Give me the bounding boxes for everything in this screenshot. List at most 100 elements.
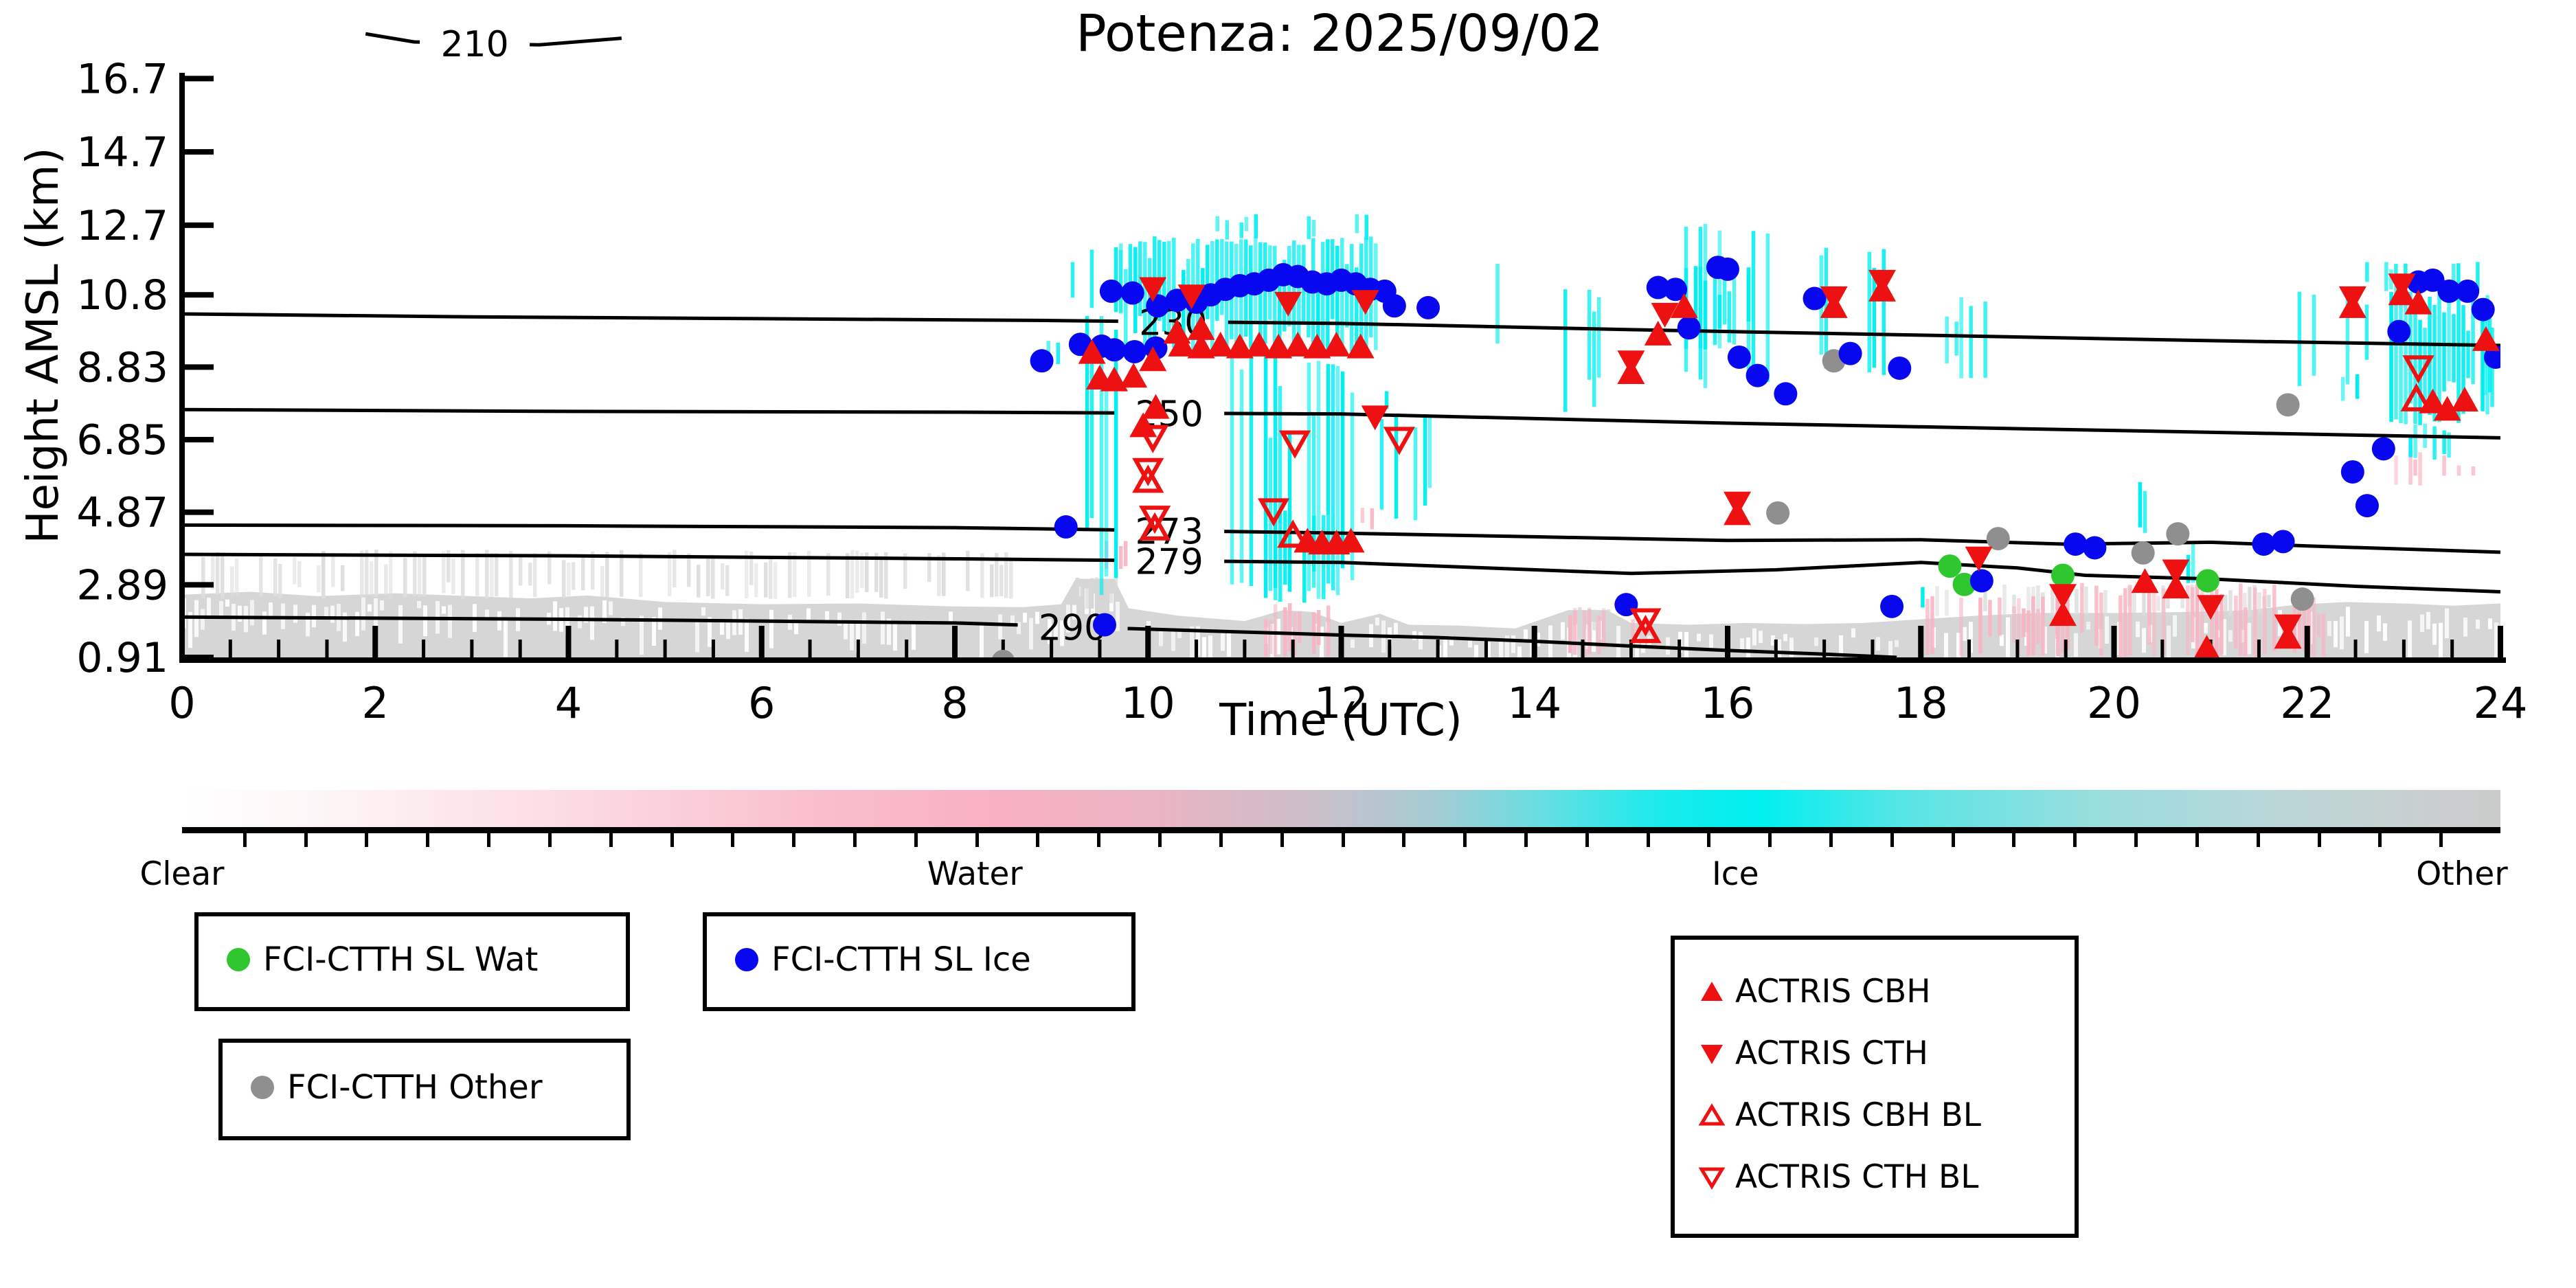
- scatter-point: [1138, 512, 1171, 541]
- colorbar-tick: [1951, 833, 1955, 847]
- colorbar-tick: [487, 833, 491, 847]
- x-tick-major: [1145, 626, 1151, 657]
- y-tick-label: 0.91: [76, 634, 168, 682]
- scatter-point: [1099, 279, 1123, 303]
- scatter-point: [1986, 527, 2010, 551]
- scatter-point: [1139, 277, 1167, 302]
- scatter-point: [2197, 595, 2225, 620]
- legend-box-actris: ACTRIS CBH ACTRIS CTH ACTRIS CBH BL ACTR…: [1671, 936, 2079, 1238]
- x-tick-minor: [2353, 640, 2358, 657]
- x-tick-minor: [470, 640, 474, 657]
- x-tick-major: [179, 626, 185, 657]
- x-tick-minor: [1001, 640, 1005, 657]
- x-tick-label: 24: [2474, 678, 2528, 728]
- scatter-point: [1820, 286, 1848, 311]
- scatter-point: [1617, 350, 1645, 376]
- scatter-point: [1952, 572, 1976, 596]
- contour-line-290: [182, 615, 1018, 627]
- y-tick-label: 8.83: [76, 343, 168, 392]
- x-tick-minor: [711, 640, 715, 657]
- scatter-point: [2195, 569, 2219, 593]
- colorbar-tick: [1036, 833, 1040, 847]
- legend-label: FCI-CTTH SL Ice: [771, 940, 1031, 979]
- scatter-point: [2483, 345, 2500, 369]
- y-tick: [182, 222, 214, 228]
- y-tick: [182, 655, 214, 660]
- colorbar-tick: [242, 833, 247, 847]
- scatter-point: [1303, 333, 1331, 359]
- red-triangle-down-icon: [1701, 1044, 1723, 1064]
- scatter-point: [1351, 290, 1379, 315]
- contour-line-210: [365, 32, 420, 44]
- plot-area: 21023025027327929016.714.712.710.88.836.…: [76, 27, 2528, 728]
- colorbar: Clear Water Ice Other: [140, 790, 2508, 893]
- scatter-point: [2290, 587, 2314, 611]
- scatter-point: [1868, 269, 1896, 295]
- colorbar-tick: [2256, 833, 2260, 847]
- y-tick: [182, 292, 214, 298]
- scatter-point: [2340, 460, 2364, 484]
- x-tick-minor: [2015, 640, 2020, 657]
- scatter-point: [1245, 331, 1273, 357]
- colorbar-tick: [2012, 833, 2016, 847]
- scatter-point: [2402, 355, 2434, 384]
- x-tick-label: 22: [2280, 678, 2334, 728]
- colorbar-tick: [2073, 833, 2077, 847]
- scatter-point: [1416, 295, 1440, 319]
- scatter-point: [1938, 554, 1962, 578]
- colorbar-tick: [792, 833, 796, 847]
- x-tick-major: [1531, 626, 1537, 657]
- scatter-point: [1969, 569, 1993, 593]
- red-open-triangle-down-icon: [1698, 1167, 1726, 1190]
- x-tick-minor: [2064, 640, 2068, 657]
- scatter-point: [1629, 608, 1662, 637]
- x-tick-minor: [615, 640, 619, 657]
- colorbar-tick: [1646, 833, 1650, 847]
- x-tick-label: 18: [1894, 678, 1948, 728]
- scatter-point: [2388, 273, 2416, 299]
- scatter-point: [1383, 427, 1416, 455]
- x-tick-minor: [2450, 640, 2454, 657]
- colorbar-tick: [1097, 833, 1101, 847]
- scatter-point: [2048, 601, 2077, 626]
- y-tick-label: 16.7: [76, 55, 168, 103]
- scatter-point: [2276, 393, 2300, 417]
- scatter-point: [1766, 501, 1790, 525]
- legend-item-actris-cth: ACTRIS CTH: [1698, 1035, 1928, 1072]
- scatter-point: [1274, 291, 1302, 317]
- legend-label: ACTRIS CBH: [1735, 973, 1931, 1010]
- legend-label: FCI-CTTH Other: [287, 1068, 543, 1107]
- scatter-point: [1361, 405, 1389, 431]
- x-tick-minor: [1243, 640, 1247, 657]
- scatter-point: [2194, 635, 2219, 657]
- scatter-point: [1745, 363, 1770, 387]
- scatter-point: [2471, 297, 2495, 321]
- legend-box-fci-other: FCI-CTTH Other: [218, 1039, 631, 1140]
- y-axis-title: Height AMSL (km): [18, 147, 69, 544]
- scatter-point: [2271, 530, 2295, 554]
- legend-label: ACTRIS CBH BL: [1735, 1096, 1981, 1134]
- scatter-point: [1129, 412, 1157, 438]
- x-tick-minor: [1774, 640, 1778, 657]
- scatter-point: [2131, 568, 2159, 594]
- scatter-point: [1803, 286, 1827, 310]
- red-triangle-up-icon: [1701, 981, 1723, 1001]
- x-tick-minor: [518, 640, 522, 657]
- scatter-point: [2131, 541, 2155, 565]
- scatter-point: [1206, 331, 1234, 357]
- contour-line-230: [182, 312, 1118, 324]
- colorbar-tick: [1829, 833, 1833, 847]
- scatter-point: [1382, 294, 1406, 318]
- x-tick-label: 0: [168, 678, 195, 728]
- x-tick-label: 4: [555, 678, 582, 728]
- x-tick-major: [1338, 626, 1344, 657]
- x-tick-major: [2498, 626, 2503, 657]
- scatter-point: [2404, 289, 2432, 315]
- x-tick-major: [2304, 626, 2310, 657]
- x-tick-label: 10: [1121, 678, 1175, 728]
- legend-label: ACTRIS CTH: [1735, 1035, 1929, 1072]
- colorbar-gradient: [182, 790, 2500, 833]
- colorbar-tick: [1158, 833, 1162, 847]
- y-tick: [182, 509, 214, 515]
- legend-item-actris-cbh-bl: ACTRIS CBH BL: [1698, 1096, 1981, 1134]
